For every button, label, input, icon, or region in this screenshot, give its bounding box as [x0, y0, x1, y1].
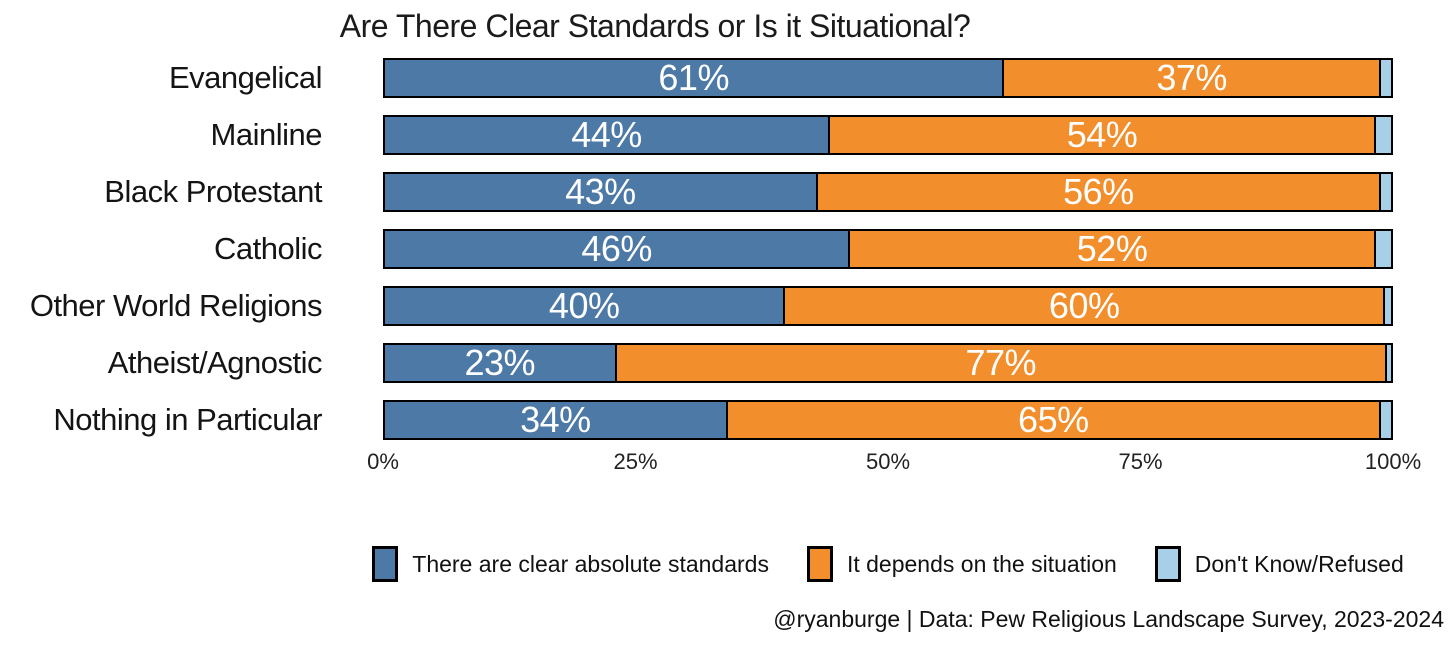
bar-segment-clear-standards: 43%: [383, 172, 818, 212]
bar-value-label: 46%: [581, 229, 652, 269]
chart-title: Are There Clear Standards or Is it Situa…: [339, 8, 971, 44]
bar-segment-clear-standards: 40%: [383, 286, 786, 326]
category-label: Nothing in Particular: [53, 402, 322, 437]
attribution-caption: @ryanburge | Data: Pew Religious Landsca…: [773, 606, 1444, 632]
category-label: Catholic: [214, 231, 323, 266]
bar-segment-clear-standards: 34%: [383, 400, 728, 440]
bar-value-label: 60%: [1048, 286, 1120, 326]
category-label: Black Protestant: [104, 174, 322, 209]
category-label: Mainline: [210, 117, 323, 152]
legend-label: There are clear absolute standards: [412, 550, 769, 577]
bar-row: Black Protestant 43% 56%: [0, 172, 1393, 212]
stacked-bar: 46% 52%: [383, 229, 1393, 269]
x-tick: 50%: [865, 449, 911, 474]
legend-item-dont-know: Don't Know/Refused: [1154, 546, 1404, 582]
legend: There are clear absolute standards It de…: [372, 546, 1404, 582]
x-tick: 75%: [1118, 449, 1163, 474]
bar-value-label: 56%: [1063, 172, 1134, 212]
bar-row: Other World Religions 40% 60%: [0, 286, 1393, 326]
plot-area: Evangelical 61% 37% Mainline 44% 54% Bla…: [0, 58, 1456, 457]
bar-segment-dont-know: [1378, 172, 1393, 212]
bar-row: Catholic 46% 52%: [0, 229, 1393, 269]
bar-value-label: 37%: [1156, 58, 1227, 98]
x-tick: 25%: [613, 449, 658, 474]
category-label: Atheist/Agnostic: [107, 345, 323, 380]
bar-row: Atheist/Agnostic 23% 77%: [0, 343, 1393, 383]
bar-value-label: 40%: [548, 286, 620, 326]
bar-value-label: 65%: [1018, 400, 1089, 440]
bar-segment-depends: 54%: [828, 115, 1376, 155]
bar-segment-dont-know: [1378, 58, 1393, 98]
x-tick: 0%: [367, 449, 399, 474]
category-label: Other World Religions: [29, 288, 323, 323]
legend-item-depends: It depends on the situation: [806, 546, 1117, 582]
bar-segment-dont-know: [1383, 286, 1393, 326]
bar-value-label: 52%: [1076, 229, 1148, 269]
legend-swatch-orange: [806, 546, 833, 582]
bar-segment-depends: 52%: [848, 229, 1376, 269]
bar-value-label: 77%: [965, 343, 1037, 383]
bar-segment-depends: 37%: [1002, 58, 1381, 98]
bar-segment-depends: 60%: [783, 286, 1386, 326]
stacked-bar: 34% 65%: [383, 400, 1393, 440]
bar-value-label: 54%: [1066, 115, 1138, 155]
bar-segment-depends: 77%: [614, 343, 1388, 383]
bar-segment-depends: 56%: [815, 172, 1381, 212]
bar-segment-clear-standards: 61%: [383, 58, 1005, 98]
legend-label: Don't Know/Refused: [1194, 550, 1404, 577]
bar-segment-dont-know: [1373, 115, 1393, 155]
bar-segment-dont-know: [1385, 343, 1393, 383]
x-tick: 100%: [1364, 449, 1422, 474]
bar-value-label: 23%: [464, 343, 536, 383]
bar-segment-dont-know: [1378, 400, 1393, 440]
legend-label: It depends on the situation: [846, 550, 1117, 577]
bar-value-label: 34%: [520, 400, 591, 440]
bar-row: Nothing in Particular 34% 65%: [0, 400, 1393, 440]
bar-row: Evangelical 61% 37%: [0, 58, 1393, 98]
category-label: Evangelical: [168, 60, 323, 95]
stacked-bar: 23% 77%: [383, 343, 1393, 383]
bar-segment-clear-standards: 23%: [383, 343, 617, 383]
x-axis: 0% 25% 50% 75% 100%: [367, 449, 1421, 479]
legend-swatch-lightblue: [1154, 546, 1181, 582]
stacked-bar: 61% 37%: [383, 58, 1393, 98]
bar-segment-dont-know: [1373, 229, 1393, 269]
bar-segment-clear-standards: 46%: [383, 229, 851, 269]
stacked-bar: 44% 54%: [383, 115, 1393, 155]
bar-segment-clear-standards: 44%: [383, 115, 831, 155]
stacked-bar: 43% 56%: [383, 172, 1393, 212]
legend-item-clear-standards: There are clear absolute standards: [372, 546, 769, 582]
stacked-bar: 40% 60%: [383, 286, 1393, 326]
bar-value-label: 44%: [571, 115, 642, 155]
legend-swatch-blue: [372, 546, 399, 582]
bar-value-label: 43%: [565, 172, 636, 212]
bar-segment-depends: 65%: [725, 400, 1381, 440]
bar-row: Mainline 44% 54%: [0, 115, 1393, 155]
bar-value-label: 61%: [658, 58, 729, 98]
